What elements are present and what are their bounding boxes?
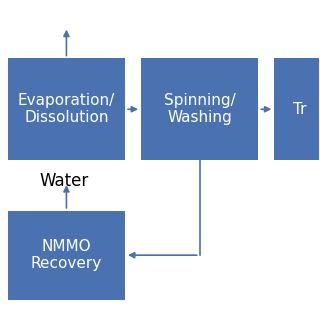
Text: Spinning/
Washing: Spinning/ Washing: [164, 93, 236, 125]
FancyBboxPatch shape: [8, 211, 125, 300]
Text: NMMO
Recovery: NMMO Recovery: [31, 239, 102, 271]
Text: Water: Water: [39, 172, 89, 190]
Text: Evaporation/
Dissolution: Evaporation/ Dissolution: [18, 93, 115, 125]
Text: Tr: Tr: [293, 102, 306, 117]
FancyBboxPatch shape: [8, 59, 125, 160]
FancyBboxPatch shape: [274, 59, 320, 160]
FancyBboxPatch shape: [141, 59, 258, 160]
